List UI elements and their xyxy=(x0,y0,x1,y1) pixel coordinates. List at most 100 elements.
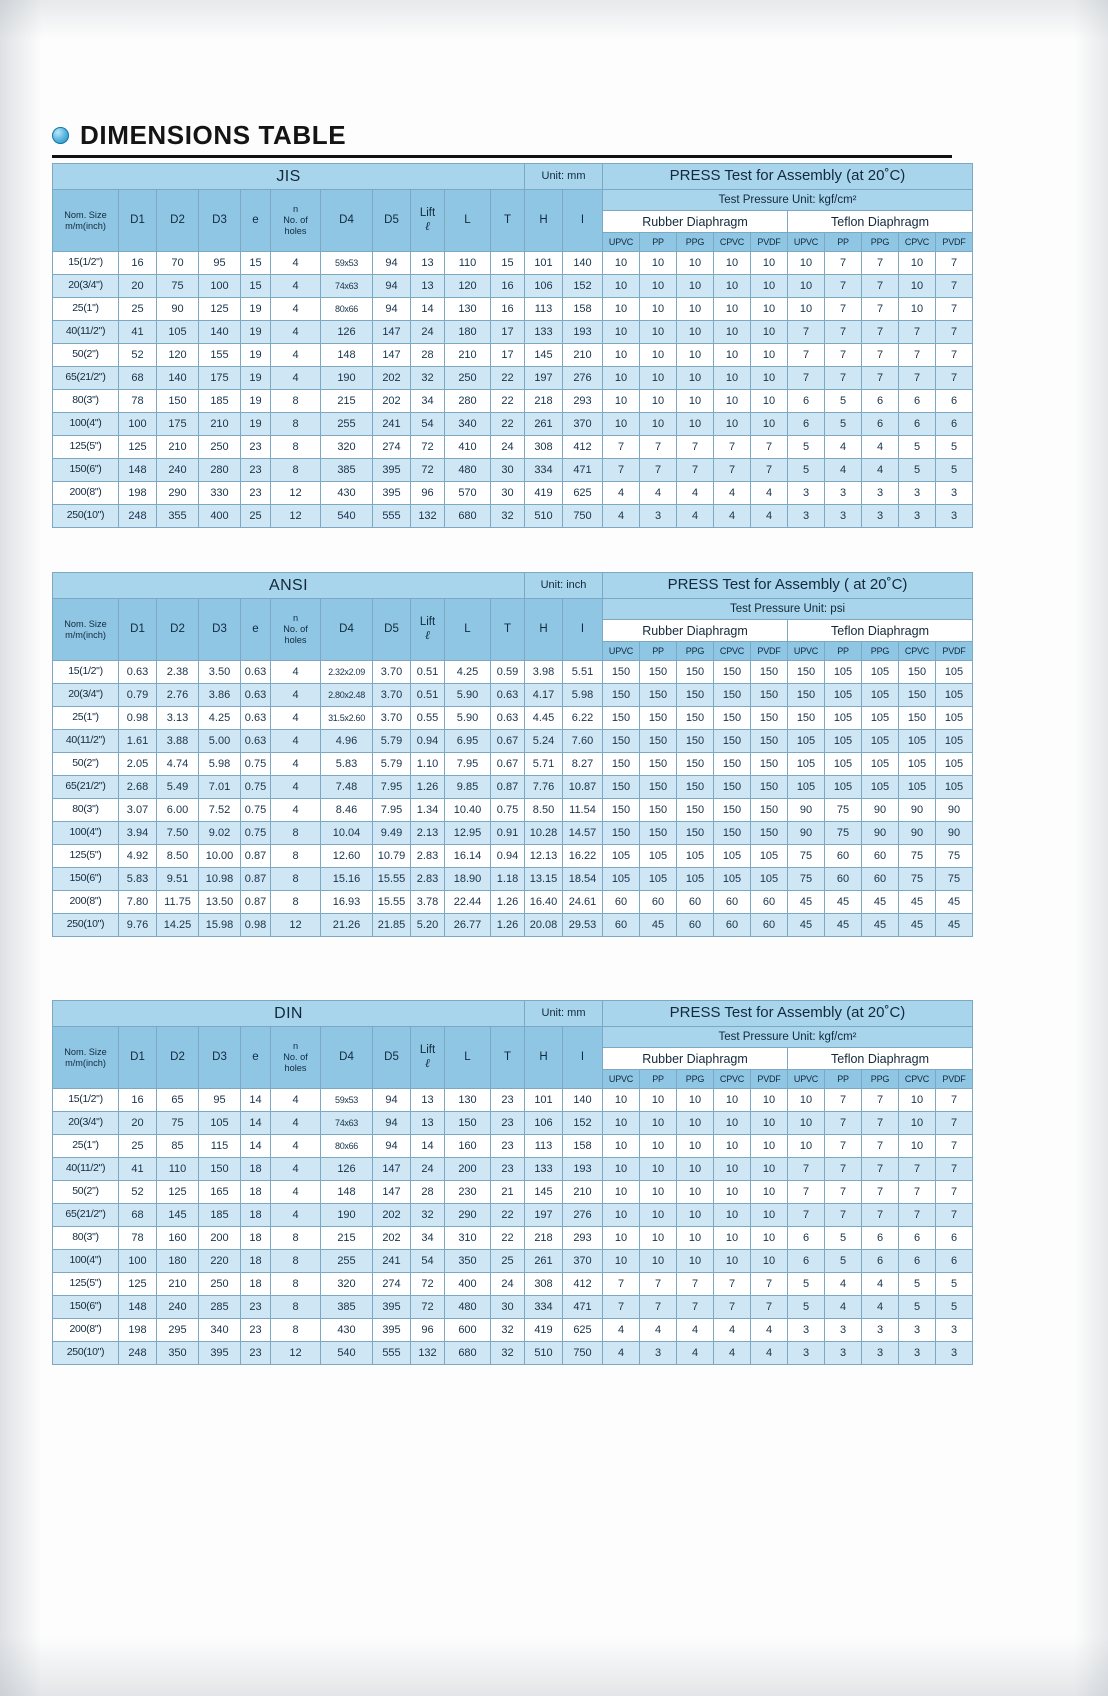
cell-dim: 419 xyxy=(524,481,563,505)
cell-dim: 158 xyxy=(562,297,603,321)
cell-dim: 16 xyxy=(118,251,157,275)
table-row: 100(4") 100 175 210 19 8 255 241 54 340 22 261 370 10… xyxy=(52,412,973,436)
cell-teflon-pressure: 7 xyxy=(898,343,936,367)
cell-dim: 113 xyxy=(524,297,563,321)
cell-dim: 4 xyxy=(270,1180,321,1204)
cell-dim: 2.83 xyxy=(410,844,445,868)
cell-rubber-pressure: 150 xyxy=(639,752,677,776)
cell-teflon-pressure: 7 xyxy=(935,1111,973,1135)
cell-dim: 8 xyxy=(270,1295,321,1319)
cell-dim: 412 xyxy=(562,1272,603,1296)
cell-dim: 240 xyxy=(156,1295,199,1319)
cell-rubber-pressure: 7 xyxy=(602,1272,640,1296)
cell-dim: 0.87 xyxy=(490,775,525,799)
cell-rubber-pressure: 10 xyxy=(639,1249,677,1273)
table-row: 250(10") 248 355 400 25 12 540 555 132 680 32 510 75… xyxy=(52,504,973,528)
cell-teflon-pressure: 7 xyxy=(861,1157,899,1181)
cell-dim: 85 xyxy=(156,1134,199,1158)
cell-nom-size: 15(1/2") xyxy=(52,251,119,275)
cell-rubber-pressure: 10 xyxy=(676,1088,714,1112)
cell-dim: 9.51 xyxy=(156,867,199,891)
cell-dim: 2.76 xyxy=(156,683,199,707)
cell-teflon-pressure: 10 xyxy=(898,297,936,321)
cell-dim: 94 xyxy=(372,297,411,321)
cell-rubber-pressure: 10 xyxy=(602,366,640,390)
cell-teflon-pressure: 3 xyxy=(935,504,973,528)
cell-dim: 0.98 xyxy=(240,913,271,937)
cell-dim: 240 xyxy=(156,458,199,482)
cell-teflon-pressure: 3 xyxy=(787,504,825,528)
cell-dim: 52 xyxy=(118,1180,157,1204)
cell-dim: 80x66 xyxy=(320,1134,373,1158)
cell-dim: 2.05 xyxy=(118,752,157,776)
cell-dim: 147 xyxy=(372,320,411,344)
cell-teflon-pressure: 60 xyxy=(861,867,899,891)
cell-rubber-pressure: 10 xyxy=(750,343,788,367)
cell-dim: 2.38 xyxy=(156,660,199,684)
cell-teflon-pressure: 7 xyxy=(861,1111,899,1135)
cell-dim: 16 xyxy=(490,297,525,321)
cell-dim: 133 xyxy=(524,1157,563,1181)
cell-teflon-pressure: 5 xyxy=(935,458,973,482)
cell-teflon-pressure: 7 xyxy=(824,1111,862,1135)
cell-teflon-pressure: 3 xyxy=(898,1318,936,1342)
col-t: T xyxy=(490,598,525,661)
cell-nom-size: 250(10") xyxy=(52,504,119,528)
cell-dim: 215 xyxy=(320,389,373,413)
cell-dim: 74x63 xyxy=(320,1111,373,1135)
cell-teflon-pressure: 3 xyxy=(898,1341,936,1365)
standard-name-din: DIN xyxy=(52,1000,525,1027)
cell-teflon-pressure: 3 xyxy=(787,1318,825,1342)
cell-dim: 198 xyxy=(118,1318,157,1342)
cell-teflon-pressure: 3 xyxy=(935,1318,973,1342)
cell-dim: 0.75 xyxy=(240,798,271,822)
cell-dim: 160 xyxy=(156,1226,199,1250)
table-row: 50(2") 2.05 4.74 5.98 0.75 4 5.83 5.79 1.10 7.95 0… xyxy=(52,752,973,776)
cell-teflon-pressure: 105 xyxy=(935,706,973,730)
cell-rubber-pressure: 10 xyxy=(713,297,751,321)
cell-dim: 308 xyxy=(524,435,563,459)
teflon-diaphragm-header: Teflon Diaphragm xyxy=(787,210,973,233)
cell-dim: 202 xyxy=(372,1203,411,1227)
cell-rubber-pressure: 10 xyxy=(602,412,640,436)
cell-teflon-pressure: 7 xyxy=(824,343,862,367)
cell-teflon-pressure: 45 xyxy=(935,913,973,937)
cell-dim: 4 xyxy=(270,729,321,753)
cell-teflon-pressure: 7 xyxy=(935,320,973,344)
cell-dim: 52 xyxy=(118,343,157,367)
cell-nom-size: 100(4") xyxy=(52,412,119,436)
cell-dim: 395 xyxy=(372,1295,411,1319)
cell-rubber-pressure: 150 xyxy=(639,775,677,799)
cell-rubber-pressure: 150 xyxy=(713,775,751,799)
cell-dim: 4 xyxy=(270,660,321,684)
cell-teflon-pressure: 7 xyxy=(935,1134,973,1158)
cell-dim: 210 xyxy=(156,1272,199,1296)
cell-rubber-pressure: 10 xyxy=(750,389,788,413)
cell-dim: 12 xyxy=(270,1341,321,1365)
col-rubber-upvc: UPVC xyxy=(602,232,640,252)
cell-dim: 8.27 xyxy=(562,752,603,776)
cell-teflon-pressure: 6 xyxy=(787,412,825,436)
cell-dim: 320 xyxy=(320,1272,373,1296)
cell-rubber-pressure: 7 xyxy=(639,458,677,482)
cell-teflon-pressure: 7 xyxy=(861,251,899,275)
cell-dim: 3.78 xyxy=(410,890,445,914)
cell-dim: 9.49 xyxy=(372,821,411,845)
cell-teflon-pressure: 10 xyxy=(787,297,825,321)
cell-dim: 23 xyxy=(240,1341,271,1365)
cell-dim: 74x63 xyxy=(320,274,373,298)
cell-teflon-pressure: 10 xyxy=(787,251,825,275)
cell-rubber-pressure: 7 xyxy=(602,435,640,459)
cell-dim: 16.22 xyxy=(562,844,603,868)
cell-rubber-pressure: 10 xyxy=(750,1134,788,1158)
cell-dim: 13.50 xyxy=(198,890,241,914)
cell-teflon-pressure: 45 xyxy=(935,890,973,914)
press-test-title: PRESS Test for Assembly ( at 20˚C) xyxy=(602,572,973,599)
cell-dim: 23 xyxy=(490,1088,525,1112)
cell-teflon-pressure: 7 xyxy=(935,1180,973,1204)
cell-rubber-pressure: 150 xyxy=(602,729,640,753)
cell-nom-size: 150(6") xyxy=(52,867,119,891)
cell-dim: 145 xyxy=(524,1180,563,1204)
cell-dim: 400 xyxy=(444,1272,491,1296)
cell-teflon-pressure: 150 xyxy=(898,706,936,730)
